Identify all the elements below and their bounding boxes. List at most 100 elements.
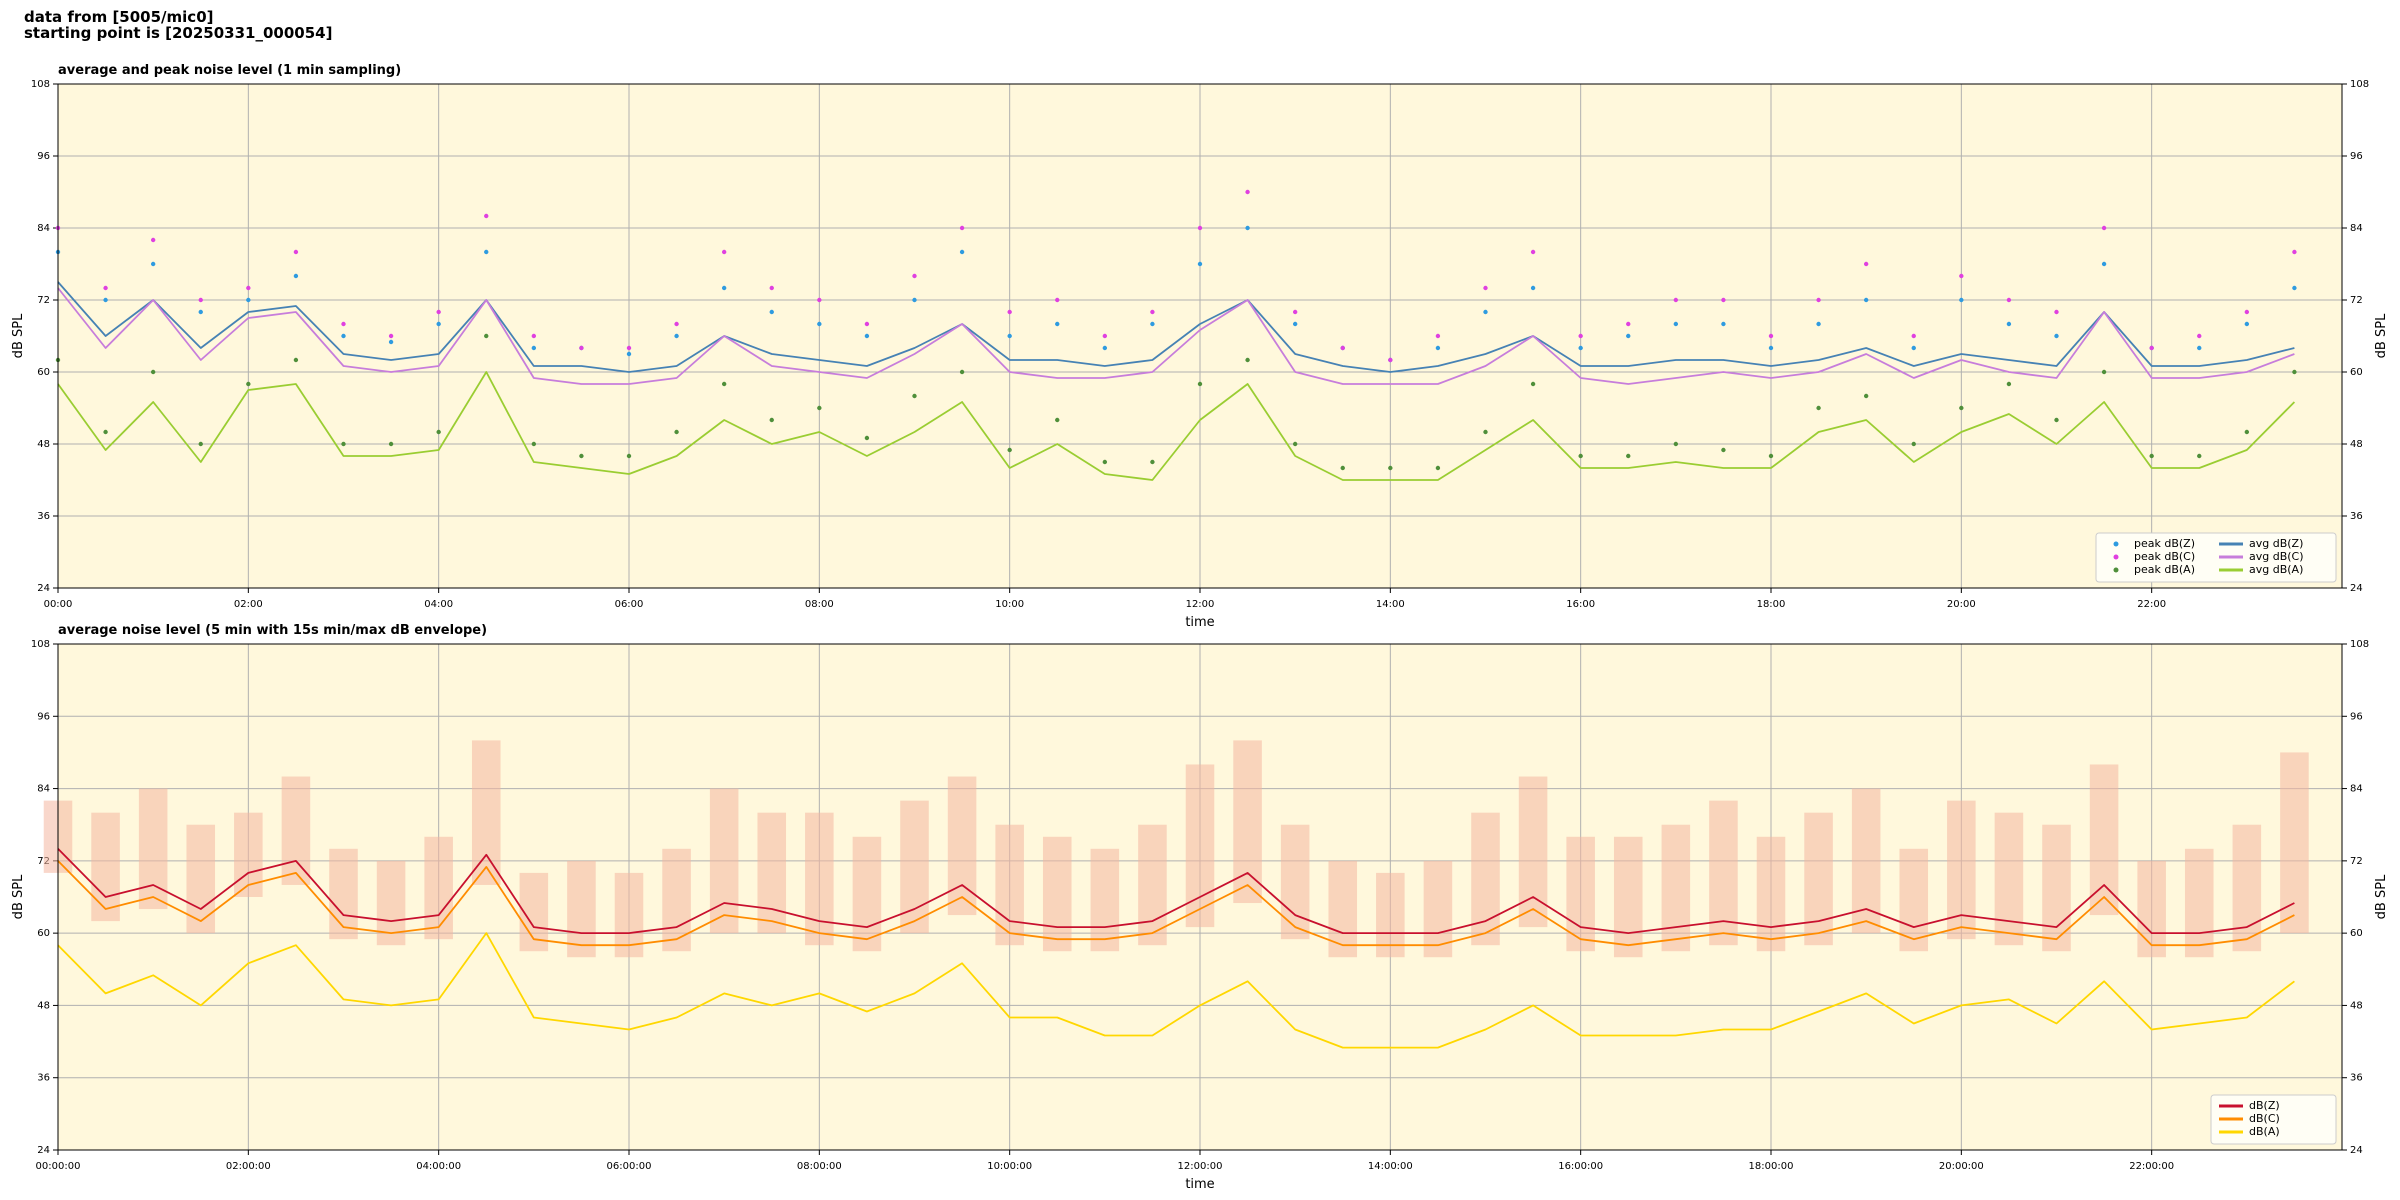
peak-point — [1245, 189, 1250, 195]
peak-point — [2054, 333, 2059, 339]
peak-point — [1911, 441, 1916, 447]
peak-point — [1292, 441, 1298, 447]
envelope-band — [1661, 824, 1691, 952]
envelope-band — [1518, 776, 1548, 928]
peak-point — [484, 333, 489, 339]
peak-point — [246, 381, 251, 387]
envelope-band — [1376, 872, 1405, 958]
x-tick-label: 12:00 — [1186, 599, 1215, 610]
peak-point — [1959, 297, 1964, 303]
peak-point — [531, 345, 537, 351]
x-tick-label: 06:00 — [615, 599, 644, 610]
peak-point — [293, 357, 299, 363]
y-tick-label: 48 — [2350, 1000, 2363, 1011]
peak-point — [1959, 273, 1964, 279]
peak-point — [436, 429, 441, 435]
legend-label: dB(Z) — [2249, 1099, 2280, 1112]
y-axis-label: dB SPL — [2374, 874, 2389, 919]
envelope-band — [852, 836, 882, 952]
peak-point — [2197, 345, 2202, 351]
x-tick-label: 00:00:00 — [36, 1161, 81, 1172]
peak-point — [103, 285, 108, 291]
y-tick-label: 24 — [2350, 583, 2363, 594]
peak-point — [1626, 333, 1631, 339]
envelope-band — [1756, 836, 1786, 952]
peak-point — [1055, 417, 1060, 423]
envelope-band — [2042, 824, 2071, 952]
envelope-band — [2137, 860, 2166, 958]
peak-point — [959, 369, 965, 375]
y-tick-label: 72 — [37, 856, 50, 867]
peak-point — [388, 441, 394, 447]
x-tick-label: 10:00:00 — [987, 1161, 1032, 1172]
y-tick-label: 96 — [37, 151, 50, 162]
peak-point — [1007, 309, 1012, 315]
envelope-band — [1423, 860, 1453, 958]
peak-point — [1150, 459, 1155, 465]
peak-point — [959, 249, 965, 255]
x-tick-label: 20:00 — [1947, 599, 1976, 610]
peak-point — [864, 321, 870, 327]
envelope-band — [662, 848, 691, 952]
envelope-band — [995, 824, 1024, 946]
y-tick-label: 24 — [2350, 1145, 2363, 1156]
y-tick-label: 84 — [37, 223, 50, 234]
peak-point — [341, 321, 346, 327]
y-tick-label: 108 — [31, 639, 50, 650]
peak-point — [626, 345, 632, 351]
x-tick-label: 20:00:00 — [1939, 1161, 1984, 1172]
y-tick-label: 84 — [2350, 223, 2363, 234]
envelope-band — [567, 860, 596, 958]
peak-point — [341, 333, 346, 339]
envelope-band — [1613, 836, 1643, 958]
y-tick-label: 108 — [2350, 639, 2369, 650]
envelope-band — [805, 812, 834, 946]
y-tick-label: 60 — [37, 928, 50, 939]
peak-point — [626, 453, 632, 459]
peak-point — [1768, 333, 1774, 339]
peak-point — [1102, 459, 1108, 465]
peak-point — [1863, 261, 1869, 267]
peak-point — [293, 273, 299, 279]
peak-point — [1102, 345, 1108, 351]
x-tick-label: 00:00 — [44, 599, 73, 610]
peak-point — [1530, 381, 1536, 387]
legend-label: peak dB(A) — [2134, 563, 2195, 576]
peak-point — [484, 249, 489, 255]
peak-point — [1150, 321, 1155, 327]
peak-point — [1292, 321, 1298, 327]
peak-point — [864, 333, 870, 339]
y-tick-label: 84 — [2350, 784, 2363, 795]
peak-point — [1816, 321, 1821, 327]
y-tick-label: 36 — [37, 1073, 50, 1084]
peak-point — [674, 333, 679, 339]
envelope-band — [1804, 812, 1833, 946]
peak-point — [1340, 465, 1345, 471]
envelope-band — [1899, 848, 1929, 952]
peak-point — [1483, 309, 1488, 315]
series-line — [57, 371, 2296, 481]
peak-point — [1721, 297, 1726, 303]
peak-point — [388, 333, 394, 339]
y-tick-label: 24 — [37, 1145, 50, 1156]
envelope-band — [2232, 824, 2262, 952]
peak-point — [1197, 225, 1203, 231]
x-tick-label: 08:00:00 — [797, 1161, 842, 1172]
peak-point — [579, 345, 584, 351]
x-tick-label: 16:00:00 — [1558, 1161, 1603, 1172]
subplot: 24 24 36 36 48 48 60 60 72 72 84 84 96 96 108 108 00:00 0… — [11, 63, 2389, 630]
x-axis-label: time — [1185, 615, 1214, 630]
peak-point — [1292, 309, 1298, 315]
peak-point — [674, 429, 679, 435]
y-tick-label: 60 — [37, 367, 50, 378]
peak-point — [1578, 453, 1583, 459]
peak-point — [1197, 381, 1203, 387]
envelope-band — [1090, 848, 1120, 952]
peak-point — [103, 297, 108, 303]
y-tick-label: 48 — [37, 1000, 50, 1011]
y-tick-label: 60 — [2350, 367, 2363, 378]
y-tick-label: 96 — [2350, 151, 2363, 162]
peak-point — [1911, 345, 1916, 351]
peak-point — [1959, 405, 1964, 411]
legend-marker — [2113, 554, 2119, 560]
